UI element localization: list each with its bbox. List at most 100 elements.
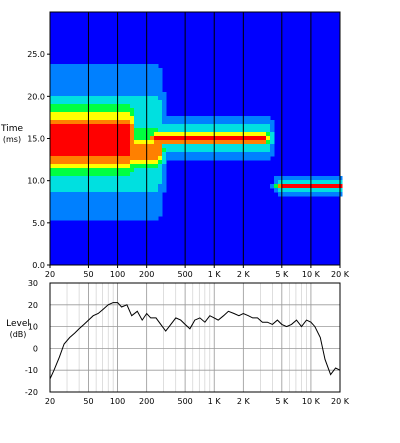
spectrogram-cell [118, 100, 123, 105]
spectrogram-cell [198, 132, 203, 137]
spectrogram-cell [50, 184, 55, 189]
spectrogram-cell [234, 152, 239, 157]
spectrogram-cell [134, 152, 139, 157]
spectrogram-cell [142, 124, 147, 129]
spectrogram-cell [74, 188, 79, 193]
spectrogram-cell [118, 180, 123, 185]
spectrogram-cell [214, 124, 219, 129]
spectrogram-cell [50, 64, 55, 69]
spectrogram-cell [90, 172, 95, 177]
spectrogram-cell [186, 120, 191, 125]
spectrogram-cell [142, 152, 147, 157]
spectrogram-cell [178, 136, 183, 141]
spectrogram-cell [82, 128, 87, 133]
spectrogram-cell [62, 108, 67, 113]
spectrogram-cell [158, 160, 163, 165]
spectrogram-cell [142, 196, 147, 201]
spectrogram-cell [78, 84, 83, 89]
spectrogram-cell [118, 112, 123, 117]
spectrogram-cell [54, 208, 59, 213]
spectrogram-cell [130, 124, 135, 129]
spectrogram-cell [146, 192, 151, 197]
spectrogram-cell [50, 152, 55, 157]
spectrogram-cell [278, 184, 283, 189]
spectrogram-cell [142, 156, 147, 161]
spectrogram-cell [218, 124, 223, 129]
spectrogram-cell [162, 188, 167, 193]
spectrogram-cell [126, 124, 131, 129]
spectrogram-cell [190, 152, 195, 157]
spectrogram-cell [118, 128, 123, 133]
spectrogram-cell [182, 156, 187, 161]
spectrogram-cell [58, 68, 63, 73]
spectrogram-cell [150, 144, 155, 149]
spectrogram-cell [66, 176, 71, 181]
spectrogram-cell [58, 184, 63, 189]
spectrogram-cell [70, 108, 75, 113]
spectrogram-cell [118, 184, 123, 189]
spectrogram-cell [154, 196, 159, 201]
spectrogram-cell [70, 112, 75, 117]
spectrogram-cell [50, 68, 55, 73]
spectrogram-cell [54, 68, 59, 73]
spectrogram-cell [114, 200, 119, 205]
spectrogram-cell [66, 184, 71, 189]
spectrogram-cell [154, 148, 159, 153]
response-y-tick-label: -20 [25, 388, 38, 397]
spectrogram-cell [170, 144, 175, 149]
spectrogram-cell [102, 108, 107, 113]
spectrogram-cell [94, 176, 99, 181]
spectrogram-cell [58, 136, 63, 141]
spectrogram-cell [286, 192, 291, 197]
spectrogram-cell [230, 128, 235, 133]
spectrogram-cell [110, 156, 115, 161]
spectrogram-cell [166, 128, 171, 133]
spectrogram-cell [102, 160, 107, 165]
spectrogram-cell [90, 200, 95, 205]
spectrogram-cell [130, 68, 135, 73]
spectrogram-cell [202, 144, 207, 149]
response-x-tick-label: 5 K [275, 397, 289, 406]
spectrogram-cell [118, 192, 123, 197]
spectrogram-cell [162, 104, 167, 109]
spectrogram-cell [130, 80, 135, 85]
spectrogram-cell [90, 132, 95, 137]
spectrogram-cell [58, 148, 63, 153]
spectrogram-cell [142, 208, 147, 213]
spectrogram-cell [110, 192, 115, 197]
spectrogram-cell [238, 124, 243, 129]
spectrogram-cell [74, 80, 79, 85]
spectrogram-cell [106, 184, 111, 189]
spectrogram-cell [94, 212, 99, 217]
spectrogram-cell [102, 120, 107, 125]
spectrogram-cell [214, 120, 219, 125]
response-x-tick-label: 2 K [237, 397, 251, 406]
spectrogram-cell [182, 124, 187, 129]
spectrogram-cell [154, 132, 159, 137]
spectrogram-cell [94, 168, 99, 173]
spectrogram-cell [214, 128, 219, 133]
spectrogram-cell [158, 188, 163, 193]
spectrogram-cell [98, 156, 103, 161]
spectrogram-cell [110, 104, 115, 109]
spectrogram-cell [190, 132, 195, 137]
spectrogram-cell [62, 132, 67, 137]
spectrogram-cell [130, 120, 135, 125]
spectrogram-cell [158, 204, 163, 209]
spectrogram-cell [62, 100, 67, 105]
spectrogram-cell [258, 120, 263, 125]
spectrogram-cell [98, 152, 103, 157]
spectrogram-cell [274, 180, 279, 185]
spectrogram-cell [186, 156, 191, 161]
spectrogram-cell [102, 196, 107, 201]
spectrogram-cell [202, 128, 207, 133]
spectrogram-cell [126, 156, 131, 161]
spectrogram-cell [138, 168, 143, 173]
spectrogram-cell [106, 180, 111, 185]
spectrogram-cell [70, 116, 75, 121]
spectrogram-cell [302, 176, 307, 181]
spectrogram-cell [258, 136, 263, 141]
spectrogram-cell [186, 140, 191, 145]
spectrogram-cell [94, 216, 99, 221]
spectrogram-cell [106, 204, 111, 209]
